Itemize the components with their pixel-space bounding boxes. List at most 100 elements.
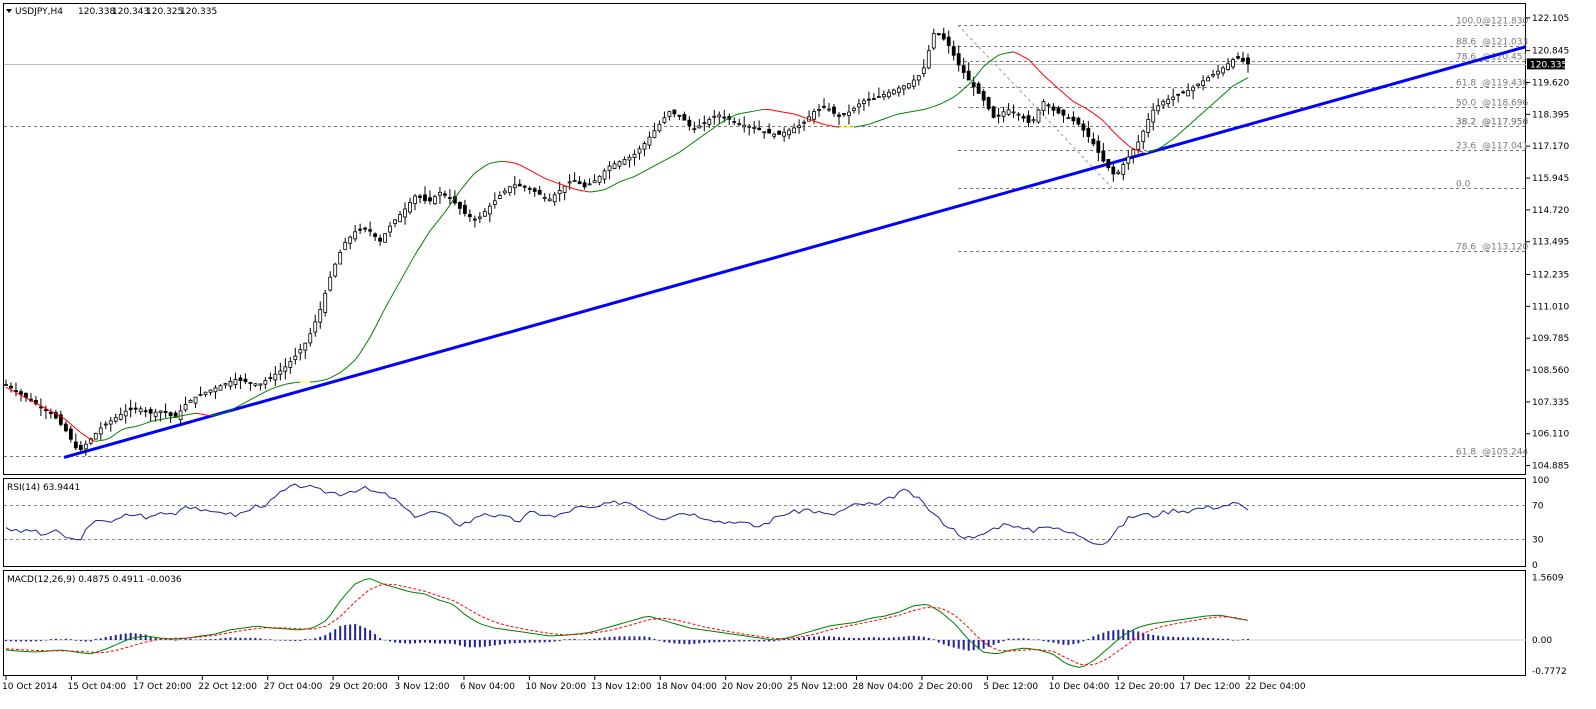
ma-segment [734,114,739,116]
ma-segment [610,185,615,188]
candle-body [563,186,566,192]
candle-body [1182,92,1185,93]
ma-segment [944,100,949,103]
ma-segment [71,424,76,428]
ma-segment [191,413,196,414]
ma-segment [909,111,914,112]
ma-segment [525,168,530,171]
candle-body [468,215,471,217]
candle-body [1062,110,1065,115]
macd-signal-line [6,584,1248,665]
candle-body [493,201,496,205]
ohlc-close: 120.335 [180,7,217,17]
candle-body [463,205,466,213]
ma-segment [495,162,500,163]
candle-body [733,121,736,122]
candle-body [623,159,626,164]
ma-segment [201,414,206,415]
candle-body [588,184,591,185]
candle-body [389,226,392,232]
ma-segment [445,205,450,212]
ma-segment [265,389,270,391]
ma-segment [959,89,964,93]
candle-body [528,188,531,189]
candle-body [219,386,222,391]
fib-price-label: @121.830 [1482,17,1528,27]
candle-body [369,230,372,231]
candle-body [1127,157,1130,163]
ma-segment [1073,102,1078,105]
ma-segment [166,418,171,419]
ma-segment [515,163,520,165]
price-tick-label: 115.945 [1532,174,1569,184]
ma-segment [1123,141,1128,145]
ma-segment [106,437,111,439]
candle-body [568,182,571,183]
candle-body [763,132,766,133]
candle-body [1102,151,1105,161]
ma-segment [570,187,575,189]
candle-body [887,92,890,96]
ma-segment [999,54,1004,55]
ma-segment [769,110,774,111]
candle-body [119,414,122,419]
fib-level-label: 100.0 [1456,17,1482,27]
candle-body [997,115,1000,116]
candle-body [608,166,611,171]
candle-body [229,381,232,386]
ma-segment [345,364,350,368]
ma-segment [355,353,360,360]
candle-body [428,198,431,201]
price-axis[interactable]: 122.105120.845119.620118.395117.170115.9… [1526,14,1569,472]
ma-segment [1103,121,1108,126]
candle-body [877,97,880,98]
ma-segment [350,360,355,364]
candle-body [49,412,52,413]
fib-price-label: @117.041 [1482,142,1528,152]
candle-body [394,220,397,224]
ma-segment [385,299,390,308]
ma-segment [664,158,669,161]
candle-body [813,112,816,120]
candle-body [269,377,272,378]
candle-body [1227,64,1230,70]
ma-segment [1034,65,1039,70]
candle-body [1022,117,1025,119]
candle-body [169,413,172,416]
ma-segment [1108,126,1113,131]
candle-body [1132,150,1135,156]
candle-body [438,192,441,195]
candle-body [773,134,776,136]
ma-segment [465,179,470,185]
ma-segment [1228,86,1233,90]
ma-segment [819,123,824,125]
fib-level-label: 23.6 [1456,142,1476,152]
chart-menu-arrow-icon[interactable] [6,9,12,13]
candle-body [354,232,357,239]
candle-body [1142,131,1145,141]
candle-body [658,124,661,130]
candle-body [279,371,282,374]
ma-segment [1188,121,1193,125]
ma-segment [280,384,285,385]
candle-body [334,264,337,276]
candle-body [1207,78,1210,81]
ma-segment [669,155,674,158]
ma-segment [470,173,475,179]
ma-segment [600,190,605,191]
time-tick-label: 12 Dec 20:00 [1114,682,1175,692]
candle-body [1152,110,1155,122]
macd-header: MACD(12,26,9) 0.4875 0.4911 -0.0036 [7,575,182,585]
ma-segment [585,191,590,192]
candle-body [533,189,536,192]
candle-body [74,442,77,448]
time-tick-label: 10 Nov 20:00 [525,682,586,692]
ma-segment [545,178,550,180]
candle-body [1137,142,1140,149]
ma-segment [739,113,744,114]
candle-body [508,187,511,193]
